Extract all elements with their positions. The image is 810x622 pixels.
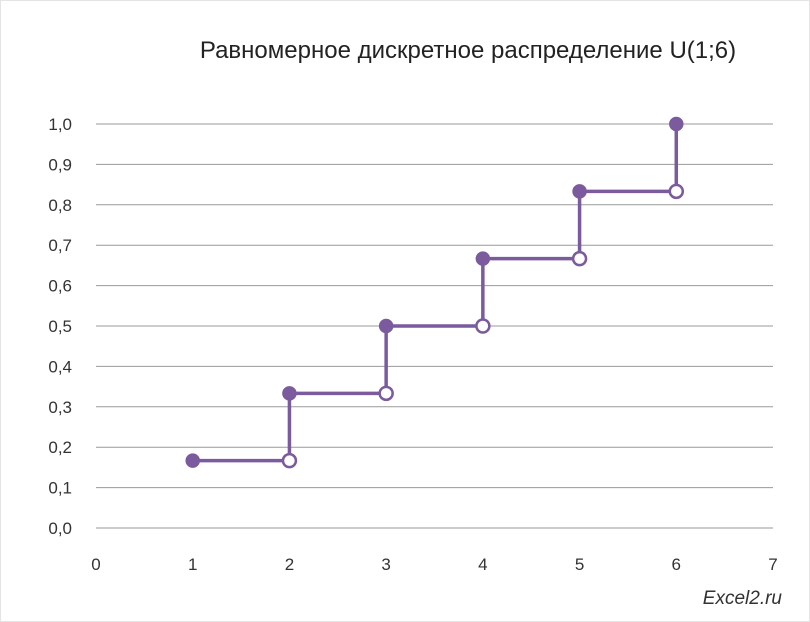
y-tick-label: 1,0 bbox=[48, 115, 72, 134]
closed-point bbox=[475, 251, 491, 266]
x-tick-label: 0 bbox=[91, 555, 100, 574]
series-cdf bbox=[190, 122, 679, 463]
y-tick-label: 0,3 bbox=[48, 398, 72, 417]
open-point bbox=[668, 183, 685, 200]
x-tick-label: 4 bbox=[478, 555, 487, 574]
x-tick-label: 5 bbox=[575, 555, 584, 574]
y-tick-label: 0,1 bbox=[48, 479, 72, 498]
closed-point bbox=[185, 453, 200, 468]
open-point bbox=[475, 318, 491, 334]
y-tick-label: 0,7 bbox=[48, 236, 72, 255]
y-tick-label: 0,6 bbox=[48, 277, 72, 296]
gridlines bbox=[96, 123, 773, 529]
closed-point bbox=[378, 318, 394, 334]
y-tick-label: 0,2 bbox=[48, 438, 72, 457]
x-tick-label: 3 bbox=[381, 555, 390, 574]
closed-point bbox=[669, 116, 684, 132]
series-markers bbox=[185, 116, 685, 469]
x-tick-label: 2 bbox=[285, 555, 294, 574]
watermark: Excel2.ru bbox=[703, 588, 783, 609]
open-point bbox=[571, 250, 588, 267]
y-tick-label: 0,4 bbox=[48, 357, 72, 376]
x-tick-label: 6 bbox=[672, 555, 681, 574]
chart-title: Равномерное дискретное распределение U(1… bbox=[200, 37, 736, 64]
y-tick-label: 0,9 bbox=[48, 155, 72, 174]
y-tick-label: 0,0 bbox=[48, 519, 72, 538]
open-point bbox=[378, 385, 394, 402]
y-axis-ticks: 0,0 0,1 0,2 0,3 0,4 0,5 0,6 0,7 0,8 0,9 1,0 bbox=[48, 115, 72, 538]
y-tick-label: 0,8 bbox=[48, 196, 72, 215]
closed-point bbox=[572, 184, 587, 199]
x-tick-label: 1 bbox=[188, 555, 197, 574]
closed-point bbox=[282, 386, 297, 401]
x-tick-label: 7 bbox=[768, 555, 777, 574]
open-point bbox=[281, 452, 298, 469]
y-tick-label: 0,5 bbox=[48, 317, 72, 336]
x-axis-ticks: 0 1 2 3 4 5 6 7 bbox=[91, 555, 777, 574]
